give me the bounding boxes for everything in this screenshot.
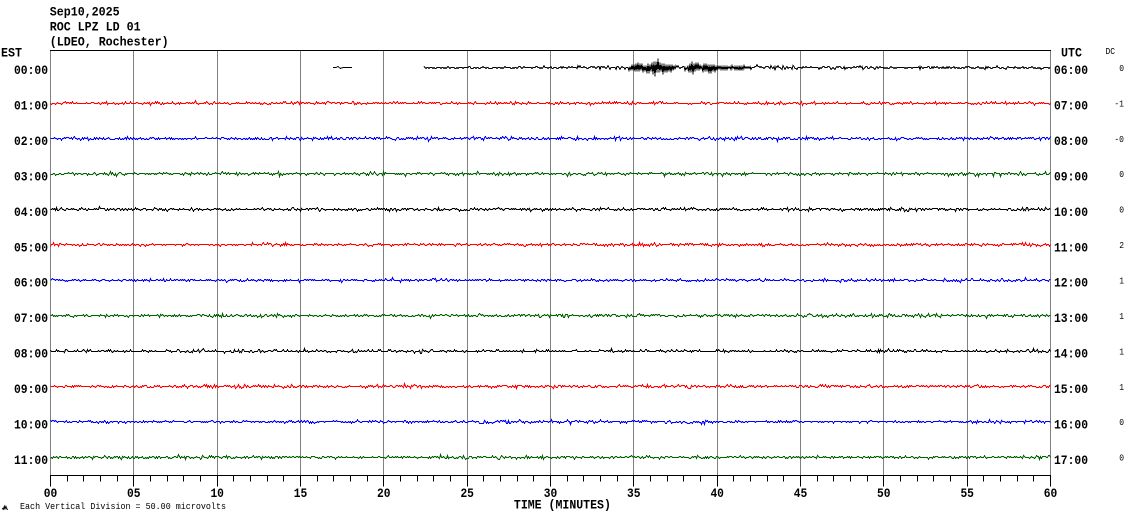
svg-text:0: 0 (1119, 454, 1124, 464)
svg-text:08:00: 08:00 (14, 347, 48, 362)
svg-text:11:00: 11:00 (14, 453, 48, 468)
svg-text:16:00: 16:00 (1054, 417, 1088, 432)
svg-text:0: 0 (1119, 170, 1124, 180)
svg-text:TIME (MINUTES): TIME (MINUTES) (514, 497, 611, 512)
svg-text:15:00: 15:00 (1054, 382, 1088, 397)
svg-text:-1: -1 (1114, 99, 1124, 109)
svg-text:13:00: 13:00 (1054, 311, 1088, 326)
svg-text:06:00: 06:00 (1054, 63, 1088, 78)
svg-text:14:00: 14:00 (1054, 347, 1088, 362)
svg-text:11:00: 11:00 (1054, 240, 1088, 255)
svg-text:1: 1 (1119, 383, 1124, 393)
svg-text:03:00: 03:00 (14, 169, 48, 184)
svg-text:EST: EST (1, 46, 22, 61)
svg-text:01:00: 01:00 (14, 99, 48, 114)
svg-text:Sep10,2025: Sep10,2025 (50, 5, 120, 20)
svg-text:17:00: 17:00 (1054, 453, 1088, 468)
svg-text:20: 20 (377, 486, 391, 501)
svg-text:(LDEO, Rochester): (LDEO, Rochester) (50, 35, 169, 50)
svg-text:35: 35 (627, 486, 641, 501)
svg-text:0: 0 (1119, 418, 1124, 428)
svg-text:30: 30 (544, 486, 558, 501)
svg-text:00:00: 00:00 (14, 63, 48, 78)
svg-text:-0: -0 (1114, 135, 1124, 145)
svg-text:09:00: 09:00 (1054, 169, 1088, 184)
svg-text:08:00: 08:00 (1054, 134, 1088, 149)
svg-text:02:00: 02:00 (14, 134, 48, 149)
svg-text:07:00: 07:00 (1054, 99, 1088, 114)
svg-text:DC: DC (1106, 47, 1116, 57)
svg-text:00: 00 (44, 486, 58, 501)
svg-text:Each Vertical Division = 50: Each Vertical Division = 50.00 microvolt… (20, 502, 226, 512)
svg-text:10:00: 10:00 (1054, 205, 1088, 220)
svg-text:07:00: 07:00 (14, 311, 48, 326)
svg-text:45: 45 (794, 486, 808, 501)
svg-text:60: 60 (1044, 486, 1058, 501)
svg-text:10:00: 10:00 (14, 417, 48, 432)
svg-text:05:00: 05:00 (14, 240, 48, 255)
svg-text:15: 15 (294, 486, 308, 501)
svg-text:55: 55 (960, 486, 974, 501)
svg-text:10: 10 (210, 486, 224, 501)
svg-text:12:00: 12:00 (1054, 276, 1088, 291)
svg-text:0: 0 (1119, 206, 1124, 216)
svg-text:50: 50 (877, 486, 891, 501)
svg-text:1: 1 (1119, 277, 1124, 287)
svg-text:05: 05 (127, 486, 141, 501)
svg-text:0: 0 (1119, 64, 1124, 74)
svg-text:40: 40 (710, 486, 724, 501)
svg-text:2: 2 (1119, 241, 1124, 251)
svg-text:06:00: 06:00 (14, 276, 48, 291)
svg-text:UTC: UTC (1061, 46, 1082, 61)
svg-text:1: 1 (1119, 312, 1124, 322)
svg-text:ROC LPZ LD 01: ROC LPZ LD 01 (50, 20, 141, 35)
svg-text:25: 25 (460, 486, 474, 501)
svg-text:04:00: 04:00 (14, 205, 48, 220)
svg-text:1: 1 (1119, 347, 1124, 357)
svg-text:09:00: 09:00 (14, 382, 48, 397)
